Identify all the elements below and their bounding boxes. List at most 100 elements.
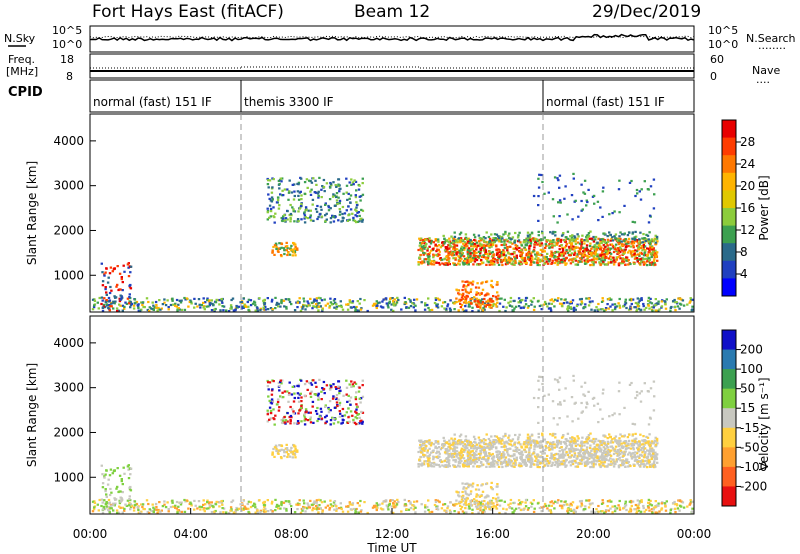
data-cell: [193, 306, 196, 309]
data-cell: [603, 253, 606, 256]
data-cell: [469, 252, 472, 255]
data-cell: [328, 400, 332, 403]
data-cell: [537, 257, 540, 260]
data-cell: [403, 296, 406, 299]
data-cell: [557, 499, 560, 502]
data-cell: [472, 460, 475, 463]
data-cell: [565, 245, 568, 248]
data-cell: [643, 237, 646, 240]
data-cell: [520, 250, 523, 253]
data-cell: [447, 240, 450, 244]
data-cell: [521, 453, 524, 456]
data-cell: [249, 304, 253, 307]
data-cell: [624, 263, 627, 266]
data-cell: [296, 449, 299, 452]
data-cell: [278, 187, 281, 190]
data-cell: [354, 398, 358, 401]
data-cell: [643, 180, 646, 183]
data-cell: [509, 245, 512, 248]
data-cell: [419, 261, 423, 264]
data-cell: [486, 458, 490, 462]
data-cell: [492, 445, 495, 449]
data-cell: [447, 252, 450, 255]
data-cell: [597, 243, 601, 246]
data-cell: [307, 209, 310, 212]
data-cell: [109, 507, 112, 510]
data-cell: [609, 441, 612, 444]
data-cell: [299, 206, 302, 209]
data-cell: [656, 251, 659, 254]
data-cell: [300, 404, 303, 407]
data-cell: [309, 216, 312, 219]
data-cell: [359, 510, 363, 513]
data-cell: [566, 308, 569, 311]
data-cell: [473, 236, 477, 239]
data-cell: [375, 508, 378, 512]
data-cell: [528, 257, 532, 260]
data-cell: [612, 259, 616, 262]
data-cell: [141, 503, 145, 506]
data-cell: [294, 456, 297, 459]
data-cell: [438, 263, 442, 266]
data-cell: [566, 237, 570, 240]
data-cell: [577, 235, 580, 238]
data-cell: [584, 306, 587, 309]
data-cell: [171, 499, 174, 502]
data-cell: [427, 253, 430, 256]
data-cell: [549, 246, 553, 249]
data-cell: [407, 500, 411, 503]
data-cell: [487, 261, 490, 264]
data-cell: [517, 239, 521, 242]
data-cell: [515, 248, 519, 251]
data-cell: [646, 234, 650, 237]
data-cell: [618, 508, 622, 511]
data-cell: [360, 509, 363, 512]
data-cell: [658, 308, 661, 311]
data-cell: [113, 302, 116, 305]
data-cell: [601, 238, 604, 241]
data-cell: [689, 499, 692, 502]
data-cell: [657, 300, 660, 303]
data-cell: [607, 463, 610, 466]
data-cell: [129, 306, 132, 309]
data-cell: [614, 247, 617, 250]
data-cell: [608, 450, 611, 453]
data-cell: [562, 251, 566, 254]
data-cell: [361, 182, 364, 185]
data-cell: [443, 307, 446, 310]
data-cell: [573, 247, 576, 250]
data-cell: [638, 238, 641, 241]
data-cell: [586, 240, 589, 243]
data-cell: [420, 503, 423, 506]
data-cell: [489, 284, 493, 287]
data-cell: [586, 248, 589, 251]
data-cell: [268, 406, 272, 409]
data-cell: [535, 255, 538, 258]
data-cell: [253, 503, 257, 506]
data-cell: [621, 262, 625, 265]
data-cell: [348, 299, 351, 302]
data-cell: [335, 509, 338, 512]
data-cell: [300, 420, 303, 423]
data-cell: [635, 188, 639, 192]
data-cell: [529, 299, 533, 302]
data-cell: [427, 508, 430, 512]
data-cell: [97, 307, 100, 310]
data-cell: [648, 451, 651, 454]
data-cell: [469, 297, 472, 300]
data-cell: [119, 288, 122, 291]
data-cell: [306, 388, 309, 391]
data-cell: [134, 301, 137, 304]
data-cell: [348, 383, 351, 386]
data-cell: [538, 258, 542, 261]
data-cell: [633, 306, 636, 309]
data-cell: [393, 298, 396, 301]
data-cell: [290, 249, 293, 252]
data-cell: [254, 506, 257, 509]
data-cell: [214, 503, 218, 506]
data-cell: [159, 510, 162, 513]
data-cell: [623, 204, 626, 207]
data-cell: [523, 458, 527, 462]
data-cell: [532, 499, 535, 502]
data-cell: [289, 217, 292, 220]
